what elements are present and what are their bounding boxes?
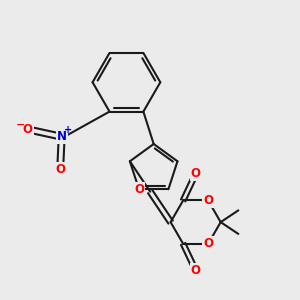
Text: O: O	[203, 194, 213, 207]
Text: +: +	[64, 125, 72, 135]
Text: O: O	[23, 123, 33, 136]
Text: O: O	[190, 264, 201, 277]
Text: O: O	[55, 163, 65, 176]
Text: O: O	[190, 167, 201, 181]
Text: −: −	[16, 120, 25, 130]
Text: O: O	[203, 237, 213, 250]
Text: O: O	[134, 183, 144, 196]
Text: N: N	[57, 130, 67, 143]
